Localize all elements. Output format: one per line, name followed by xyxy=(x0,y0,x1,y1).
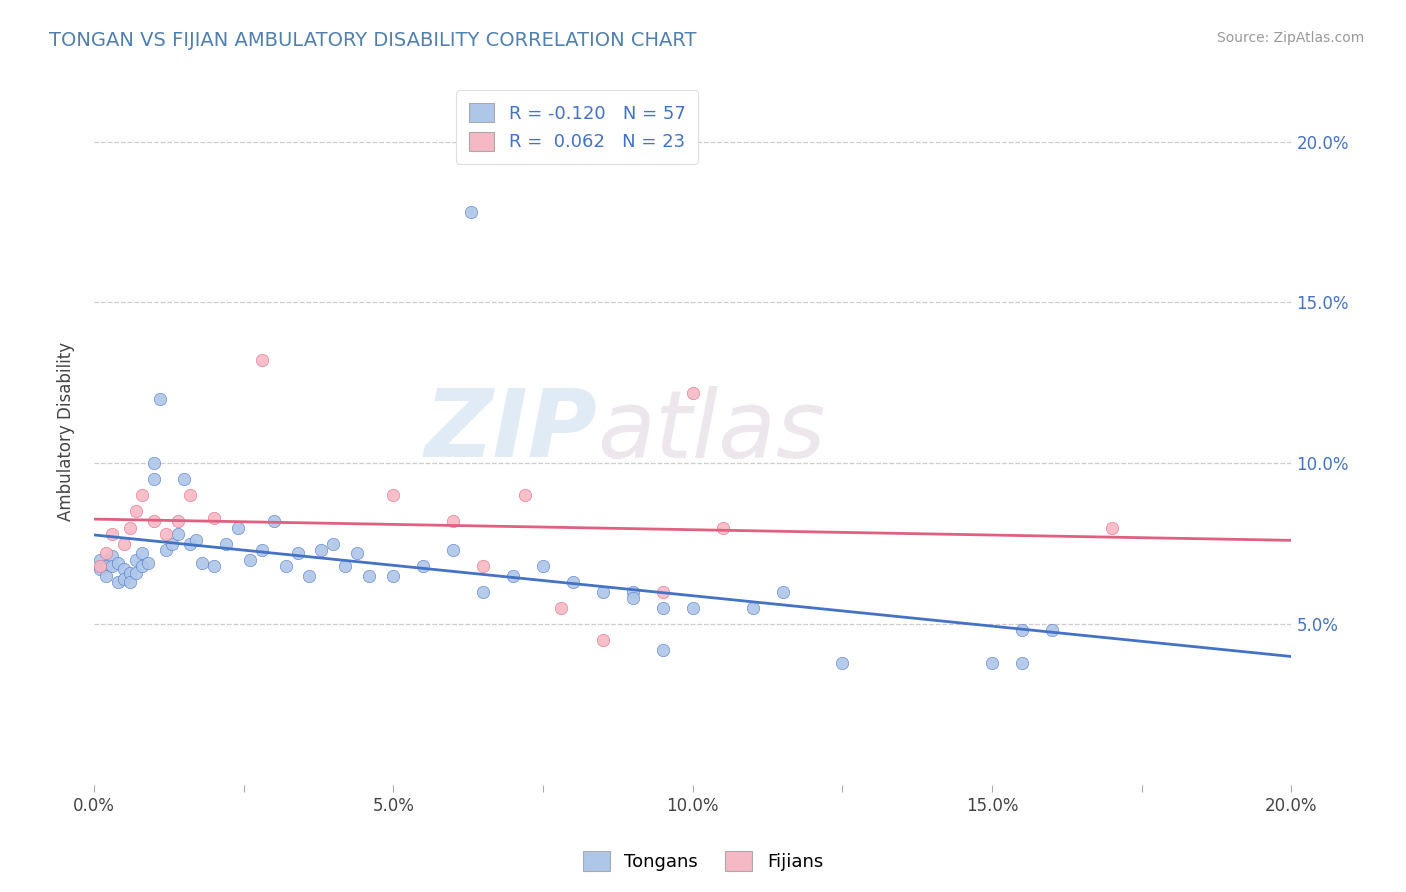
Point xyxy=(118,575,141,590)
Point xyxy=(149,392,172,406)
Point xyxy=(202,559,225,574)
Point xyxy=(382,488,405,502)
Point xyxy=(274,559,297,574)
Point xyxy=(202,511,225,525)
Point xyxy=(772,585,794,599)
Point xyxy=(226,520,249,534)
Point xyxy=(112,572,135,586)
Point xyxy=(621,585,644,599)
Text: ZIP: ZIP xyxy=(425,385,598,477)
Point xyxy=(472,559,495,574)
Point xyxy=(561,575,583,590)
Y-axis label: Ambulatory Disability: Ambulatory Disability xyxy=(58,342,75,521)
Point xyxy=(101,549,124,564)
Point xyxy=(1101,520,1123,534)
Point xyxy=(131,559,153,574)
Point xyxy=(621,591,644,606)
Point xyxy=(298,568,321,582)
Point xyxy=(112,536,135,550)
Point xyxy=(250,543,273,558)
Point xyxy=(166,527,188,541)
Point xyxy=(125,552,148,566)
Legend: Tongans, Fijians: Tongans, Fijians xyxy=(575,844,831,879)
Point xyxy=(101,527,124,541)
Point xyxy=(250,353,273,368)
Point xyxy=(94,559,117,574)
Point xyxy=(1011,624,1033,638)
Point xyxy=(155,543,177,558)
Point xyxy=(981,656,1004,670)
Point xyxy=(359,568,381,582)
Point xyxy=(107,575,129,590)
Legend: R = -0.120   N = 57, R =  0.062   N = 23: R = -0.120 N = 57, R = 0.062 N = 23 xyxy=(456,90,699,164)
Point xyxy=(179,536,201,550)
Point xyxy=(460,205,482,219)
Point xyxy=(239,552,262,566)
Point xyxy=(131,488,153,502)
Text: TONGAN VS FIJIAN AMBULATORY DISABILITY CORRELATION CHART: TONGAN VS FIJIAN AMBULATORY DISABILITY C… xyxy=(49,31,697,50)
Point xyxy=(472,585,495,599)
Point xyxy=(335,559,357,574)
Point xyxy=(322,536,344,550)
Point xyxy=(346,546,368,560)
Point xyxy=(136,556,159,570)
Point xyxy=(263,514,285,528)
Point xyxy=(112,562,135,576)
Point xyxy=(711,520,734,534)
Point xyxy=(142,514,165,528)
Point xyxy=(441,543,464,558)
Point xyxy=(311,543,333,558)
Point xyxy=(89,552,111,566)
Point xyxy=(131,546,153,560)
Point xyxy=(513,488,536,502)
Text: atlas: atlas xyxy=(598,385,825,476)
Point xyxy=(287,546,309,560)
Text: Source: ZipAtlas.com: Source: ZipAtlas.com xyxy=(1216,31,1364,45)
Point xyxy=(89,562,111,576)
Point xyxy=(166,514,188,528)
Point xyxy=(142,472,165,486)
Point xyxy=(382,568,405,582)
Point xyxy=(107,556,129,570)
Point xyxy=(118,566,141,580)
Point xyxy=(502,568,524,582)
Point xyxy=(651,601,673,615)
Point xyxy=(592,633,614,648)
Point xyxy=(831,656,853,670)
Point xyxy=(173,472,195,486)
Point xyxy=(179,488,201,502)
Point xyxy=(412,559,434,574)
Point xyxy=(441,514,464,528)
Point xyxy=(651,642,673,657)
Point xyxy=(125,504,148,518)
Point xyxy=(592,585,614,599)
Point xyxy=(1040,624,1063,638)
Point xyxy=(142,456,165,470)
Point xyxy=(118,520,141,534)
Point xyxy=(125,566,148,580)
Point xyxy=(1011,656,1033,670)
Point xyxy=(682,601,704,615)
Point xyxy=(190,556,212,570)
Point xyxy=(94,546,117,560)
Point xyxy=(94,568,117,582)
Point xyxy=(550,601,572,615)
Point xyxy=(651,585,673,599)
Point xyxy=(160,536,183,550)
Point xyxy=(682,385,704,400)
Point xyxy=(184,533,207,548)
Point xyxy=(214,536,236,550)
Point xyxy=(89,559,111,574)
Point xyxy=(155,527,177,541)
Point xyxy=(101,559,124,574)
Point xyxy=(531,559,554,574)
Point xyxy=(741,601,763,615)
